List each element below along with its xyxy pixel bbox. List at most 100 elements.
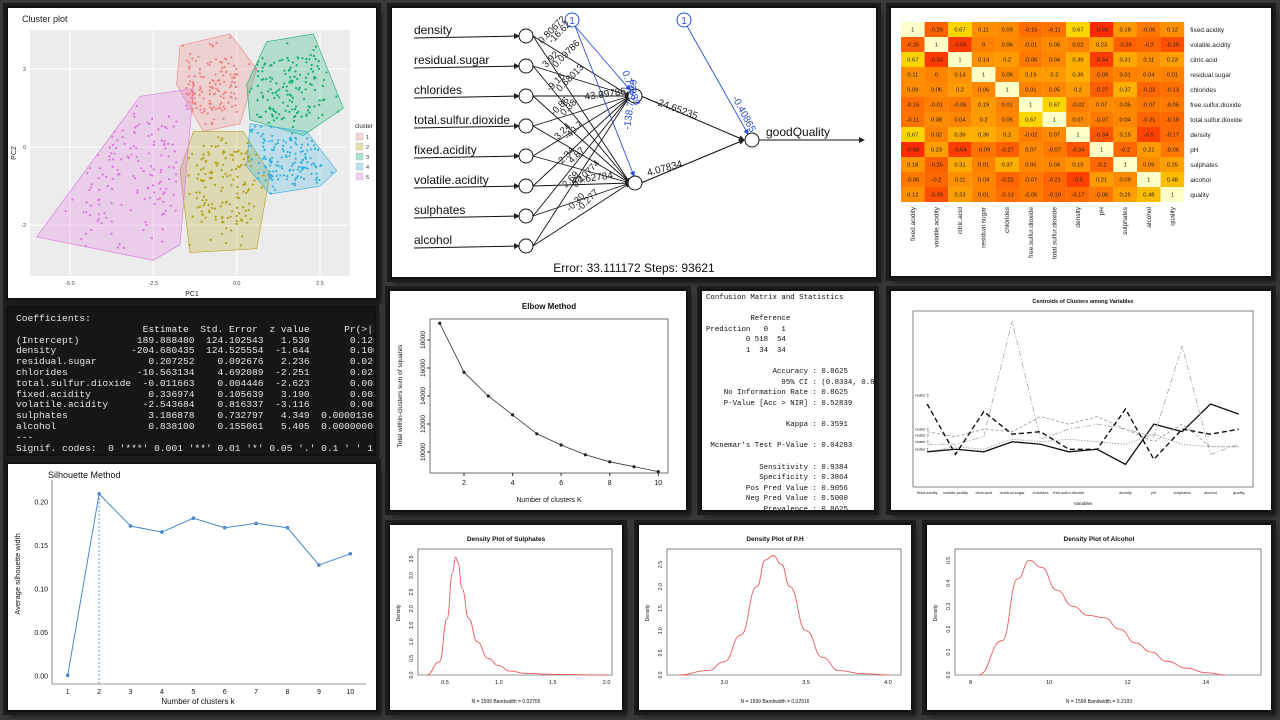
heatmap-value: -0.06 <box>906 178 919 184</box>
heatmap-cell <box>901 97 925 112</box>
silhouette-ylabel: Average silhouette width <box>13 533 22 615</box>
heatmap-value: 0.01 <box>1025 88 1036 94</box>
heatmap-value: 0.11 <box>955 178 966 184</box>
cluster-point <box>300 115 303 118</box>
cluster-point <box>230 184 233 187</box>
neural-network-plot: density residual.sugar chlorides total.sulf… <box>392 8 876 277</box>
centroid-cluster-label: cluster 1 <box>915 448 929 452</box>
cluster-point <box>205 199 208 202</box>
elbow-method-chart: Elbow Method Number of clusters K Total wi… <box>390 291 686 510</box>
cluster-point <box>217 144 220 148</box>
cluster-point <box>214 58 218 61</box>
cluster-point <box>233 150 236 153</box>
heatmap-cell <box>1089 172 1114 187</box>
heatmap-value: -0.26 <box>906 43 919 49</box>
cluster-point <box>206 112 209 115</box>
heatmap-value: -0.19 <box>1166 118 1179 124</box>
cluster-point <box>288 69 291 72</box>
heatmap-cell <box>971 157 996 172</box>
heatmap-cell <box>1019 82 1043 97</box>
heatmap-cell <box>901 112 925 127</box>
heatmap-row-label: density <box>1190 132 1211 139</box>
cluster-point <box>221 137 224 140</box>
cluster-point <box>214 145 217 148</box>
y-tick-label: 0.5 <box>946 557 952 564</box>
nn-input-arrow <box>413 63 520 70</box>
cluster-point <box>297 110 300 113</box>
heatmap-value: -0.68 <box>906 148 919 154</box>
silhouette-background <box>8 464 376 710</box>
x-tick-label: 4 <box>511 480 515 487</box>
cluster-point <box>260 135 263 138</box>
cluster-point <box>270 125 273 129</box>
confusion-line <box>706 452 874 463</box>
nn-edge <box>532 95 631 217</box>
heatmap-cell <box>1042 37 1067 52</box>
heatmap-value: 0.48 <box>1143 193 1154 199</box>
cluster-point <box>249 217 252 220</box>
cluster-point <box>135 125 138 128</box>
heatmap-cell <box>1066 142 1090 157</box>
cluster-point <box>262 137 265 141</box>
silhouette-panel: Silhouette Method Number of clusters k Ave… <box>6 462 378 712</box>
heatmap-cell <box>971 127 996 142</box>
cluster-point <box>291 61 295 64</box>
cluster-point <box>291 173 294 177</box>
confusion-line: Mcnemar's Test P-Value : 0.04283 <box>706 442 853 451</box>
heatmap-value: -0.26 <box>930 28 943 34</box>
cluster-point <box>310 139 314 143</box>
heatmap-cell <box>924 97 949 112</box>
cluster-point <box>210 123 213 126</box>
cluster-point <box>133 115 136 118</box>
cluster-point <box>150 237 153 240</box>
cluster-point <box>263 171 266 174</box>
cluster-point <box>294 157 297 160</box>
cluster-point <box>297 88 300 91</box>
nn-edge <box>532 155 631 185</box>
cluster-point <box>290 94 293 97</box>
heatmap-cell <box>1019 112 1043 127</box>
cluster-point <box>311 70 315 73</box>
cluster-point <box>161 228 164 231</box>
silhouette-point <box>254 521 258 526</box>
cluster-point <box>132 112 135 115</box>
cluster-point <box>97 213 100 216</box>
cluster-point <box>122 246 126 250</box>
cluster-point <box>301 158 305 161</box>
heatmap-value: 0.04 <box>978 178 990 184</box>
y-tick-label: 3.5 <box>409 555 415 562</box>
confusion-line: No Information Rate : 0.8625 <box>706 389 848 398</box>
centroid-line-cluster-5 <box>926 403 1239 461</box>
cluster-point <box>305 61 308 64</box>
centroid-cluster-label: cluster 4 <box>915 427 929 431</box>
cluster-point <box>231 76 234 79</box>
cluster-point <box>279 174 282 177</box>
heatmap-cell <box>971 67 996 82</box>
heatmap-cell <box>901 37 925 52</box>
cluster-point <box>264 166 268 169</box>
heatmap-cell <box>1066 52 1090 67</box>
x-tick-label: 2 <box>97 689 101 696</box>
density-ylabel: Density <box>933 604 939 621</box>
cluster-point <box>237 149 240 152</box>
heatmap-cell <box>971 82 996 97</box>
heatmap-cell <box>1137 37 1161 52</box>
cluster-point <box>248 62 251 66</box>
cluster-point <box>120 203 123 206</box>
cluster-point <box>242 190 245 193</box>
cluster-point <box>293 108 297 111</box>
cluster-point <box>274 91 277 94</box>
y-tick-label: 3.0 <box>409 572 415 579</box>
cluster-point <box>310 68 313 71</box>
elbow-point <box>608 460 612 464</box>
cluster-point <box>174 173 178 176</box>
silhouette-point <box>128 524 133 528</box>
cluster-point <box>220 232 223 235</box>
heatmap-value: 0.37 <box>1120 88 1131 94</box>
cluster-point <box>129 209 132 212</box>
cluster-point <box>148 122 151 126</box>
cluster-point <box>97 203 101 206</box>
heatmap-value: 1 <box>1147 178 1150 184</box>
cluster-point <box>310 63 313 67</box>
x-tick-label: density <box>1119 490 1132 495</box>
